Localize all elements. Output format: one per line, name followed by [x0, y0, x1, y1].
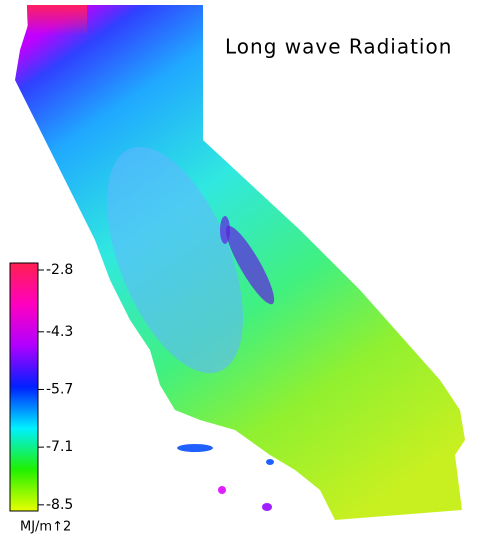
colorbar	[9, 262, 39, 512]
map-title: Long wave Radiation	[225, 35, 452, 59]
colorbar-tick-label: -5.7	[46, 381, 73, 397]
colorbar-unit: MJ/m↑2	[20, 520, 71, 535]
colorbar-tick-label: -2.8	[46, 262, 73, 278]
colorbar-tick-label: -7.1	[46, 439, 73, 455]
colorbar-tick-label: -8.5	[46, 497, 73, 513]
state-shape	[15, 5, 465, 520]
colorbar-tick-label: -4.3	[46, 324, 73, 340]
